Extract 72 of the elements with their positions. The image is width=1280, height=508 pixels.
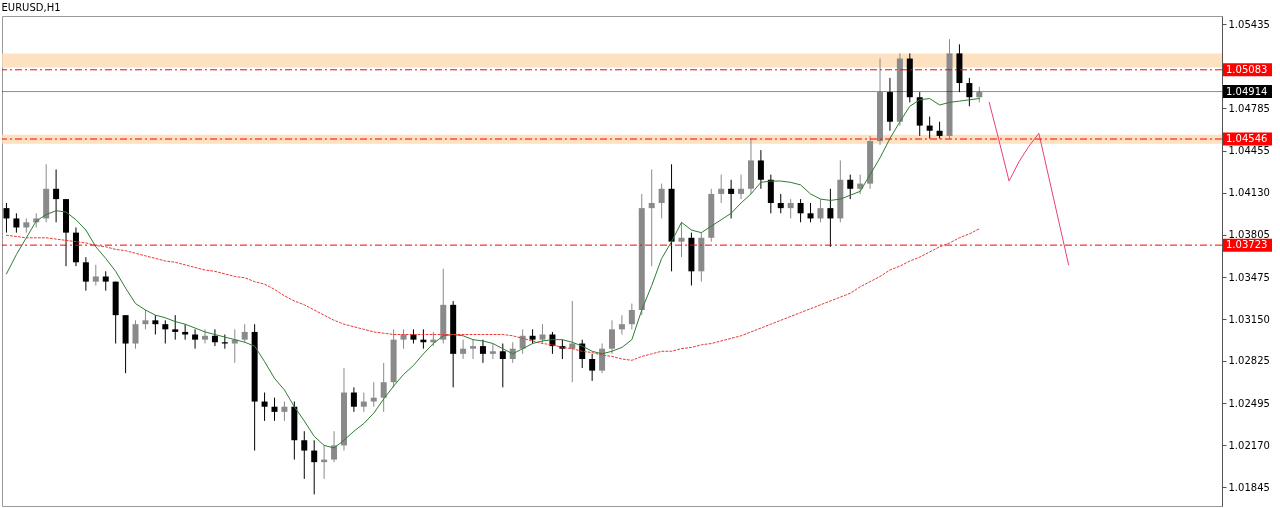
candlestick <box>202 328 208 345</box>
candlestick <box>182 323 189 341</box>
y-tick-label: 1.02495 <box>1228 397 1270 409</box>
candlestick <box>777 193 784 214</box>
candlestick <box>231 328 238 364</box>
line-series <box>988 101 1070 266</box>
candlestick <box>738 174 745 200</box>
y-tick-label: 1.02170 <box>1228 439 1270 451</box>
candlestick <box>926 116 933 139</box>
ref-line-label: 1.05083 <box>1226 63 1268 75</box>
y-tick-label: 1.02825 <box>1228 355 1270 367</box>
candlestick <box>599 343 606 374</box>
candlestick <box>380 362 387 413</box>
candlestick <box>539 323 546 345</box>
candlestick <box>728 179 735 219</box>
candlestick <box>301 430 308 480</box>
candlestick <box>331 430 338 463</box>
candlestick <box>589 353 596 382</box>
candlestick <box>172 314 179 341</box>
candlestick <box>628 303 635 330</box>
candlestick <box>142 309 149 330</box>
candlestick <box>132 319 139 350</box>
candlestick <box>162 319 169 345</box>
candlestick <box>370 381 377 408</box>
candlestick <box>350 386 357 413</box>
ref-line-label: 1.04546 <box>1226 133 1268 145</box>
candlestick <box>618 314 625 335</box>
candlestick <box>648 168 655 267</box>
candlestick <box>3 202 10 234</box>
chart-title: EURUSD,H1 <box>1 2 61 13</box>
candlestick <box>847 174 854 200</box>
candlestick <box>13 212 20 234</box>
candlestick <box>82 256 89 292</box>
candlestick <box>817 198 824 223</box>
ref-line-label: 1.03723 <box>1226 239 1268 251</box>
candlestick <box>192 328 199 350</box>
y-tick-label: 1.03805 <box>1228 229 1270 241</box>
y-tick-label: 1.04130 <box>1228 187 1270 199</box>
candlestick <box>499 343 506 388</box>
candlestick <box>678 221 685 258</box>
candlestick <box>460 339 467 360</box>
candlestick <box>787 198 794 219</box>
candlestick <box>807 202 814 223</box>
candlestick <box>470 339 477 360</box>
candlestick <box>767 174 774 214</box>
candlestick <box>53 168 60 223</box>
candlestick <box>311 439 318 495</box>
candlestick <box>718 174 725 204</box>
y-tick-label: 1.04455 <box>1228 145 1270 157</box>
candlestick <box>827 188 834 248</box>
candlestick <box>211 328 218 347</box>
ref-line-label: 1.04914 <box>1226 85 1268 97</box>
candlestick <box>152 314 159 335</box>
candlestick <box>609 319 615 355</box>
candlestick <box>489 343 496 360</box>
candlestick <box>271 397 278 422</box>
candlestick <box>360 392 367 413</box>
y-tick-label: 1.03150 <box>1228 313 1270 325</box>
y-tick-label: 1.05435 <box>1228 18 1270 30</box>
candlestick <box>966 77 973 107</box>
candlestick <box>757 149 764 190</box>
candlestick <box>261 392 268 422</box>
y-tick-label: 1.01845 <box>1228 481 1270 493</box>
y-tick-label: 1.03475 <box>1228 271 1270 283</box>
y-tick-label: 1.04785 <box>1228 102 1270 114</box>
candlestick <box>281 401 288 422</box>
candlestick <box>797 198 804 223</box>
candlestick <box>221 334 228 350</box>
candlestick <box>658 183 665 219</box>
candlestick <box>102 270 109 292</box>
candlestick <box>241 323 248 343</box>
candlestick <box>92 264 99 286</box>
